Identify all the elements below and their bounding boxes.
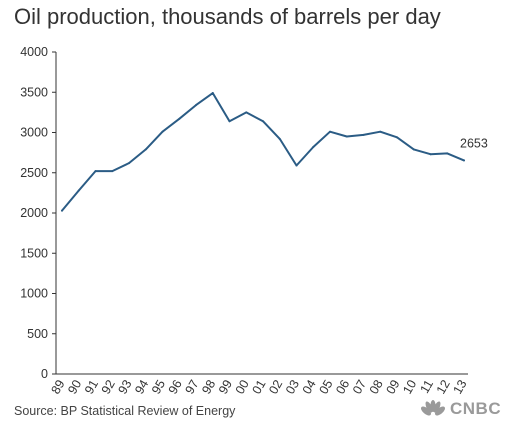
series-group <box>61 92 465 212</box>
data-point <box>379 130 382 133</box>
x-tick-label: 94 <box>132 377 151 396</box>
x-tick-label: 01 <box>250 377 269 396</box>
y-tick-label: 3500 <box>20 85 48 99</box>
x-tick-label: 07 <box>350 377 369 396</box>
y-axis: 0 500 1000 1500 2000 2500 3000 3500 4000 <box>20 45 57 381</box>
data-point <box>362 133 365 136</box>
x-tick-label: 99 <box>216 377 235 396</box>
x-tick-label: 92 <box>99 377 118 396</box>
x-tick-label: 95 <box>149 377 168 396</box>
x-tick-label: 90 <box>65 377 84 396</box>
x-tick-label: 93 <box>116 377 135 396</box>
x-tick-label: 05 <box>317 377 336 396</box>
x-tick-label: 98 <box>199 377 218 396</box>
x-tick-label: 08 <box>367 377 386 396</box>
x-axis: 8990919293949596979899000102030405060708… <box>49 373 470 397</box>
series-line <box>61 92 465 212</box>
y-tick-label: 4000 <box>20 45 48 59</box>
data-point <box>178 117 181 120</box>
x-tick-label: 96 <box>166 377 185 396</box>
y-tick-label: 2000 <box>20 206 48 220</box>
y-tick-label: 1000 <box>20 287 48 301</box>
x-tick-label: 02 <box>266 377 285 396</box>
data-point <box>429 153 432 156</box>
data-point <box>278 137 281 140</box>
y-tick-label: 0 <box>41 367 48 381</box>
data-point <box>211 92 214 95</box>
x-tick-label: 10 <box>400 377 419 396</box>
annotations: 2653 <box>460 136 488 150</box>
data-point <box>161 130 164 133</box>
data-point <box>228 120 231 123</box>
x-tick-label: 06 <box>333 377 352 396</box>
y-tick-label: 2500 <box>20 166 48 180</box>
cnbc-logo: CNBC <box>420 399 501 419</box>
logo-text: CNBC <box>450 399 502 418</box>
data-point <box>195 104 197 107</box>
data-point <box>128 162 130 165</box>
data-point <box>463 159 465 162</box>
chart-title: Oil production, thousands of barrels per… <box>14 4 441 29</box>
y-tick-label: 3000 <box>20 126 48 140</box>
peacock-icon <box>421 400 445 416</box>
data-point <box>396 136 398 139</box>
data-point <box>77 189 80 192</box>
data-label: 2653 <box>460 136 488 150</box>
x-tick-label: 89 <box>49 377 68 396</box>
source-note: Source: BP Statistical Review of Energy <box>14 404 236 418</box>
x-tick-label: 12 <box>434 377 453 396</box>
data-point <box>262 120 264 123</box>
data-point <box>245 111 248 114</box>
x-tick-label: 13 <box>451 377 470 396</box>
data-point <box>144 148 147 151</box>
data-point <box>61 209 63 212</box>
y-tick-label: 500 <box>27 327 48 341</box>
y-tick-label: 1500 <box>20 246 48 260</box>
x-tick-label: 00 <box>233 377 252 396</box>
x-tick-label: 03 <box>283 377 302 396</box>
data-point <box>312 145 315 148</box>
x-tick-label: 04 <box>300 377 319 396</box>
x-tick-label: 97 <box>183 377 202 396</box>
data-point <box>111 170 114 173</box>
data-point <box>446 152 449 155</box>
data-point <box>94 170 97 173</box>
data-point <box>412 148 415 151</box>
x-tick-label: 11 <box>417 377 436 395</box>
x-tick-label: 09 <box>384 377 403 396</box>
data-point <box>345 135 348 138</box>
x-tick-label: 91 <box>82 377 101 396</box>
data-point <box>295 164 298 167</box>
data-point <box>329 130 331 133</box>
